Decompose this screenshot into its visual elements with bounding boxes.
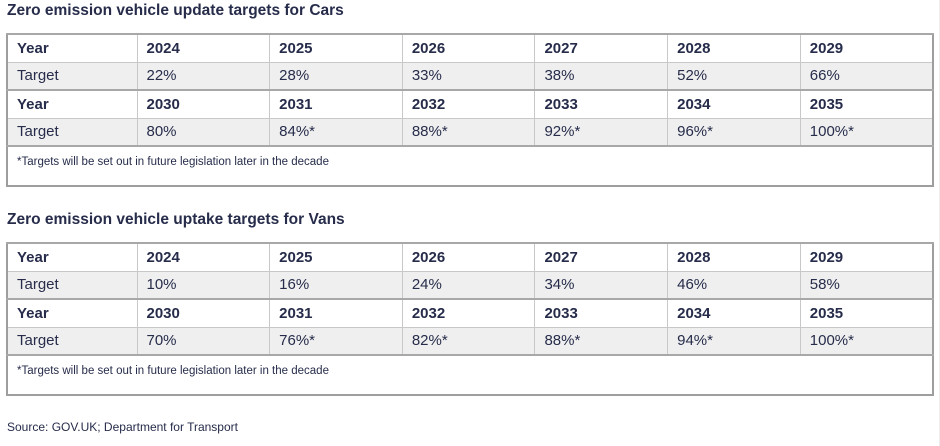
target-value-cell: 100%* [799,117,934,147]
target-value-cell: 96%* [667,117,801,147]
source-note: Source: GOV.UK; Department for Transport [7,420,238,434]
target-value-cell: 88%* [401,117,536,147]
target-value-cell: 22% [136,61,271,91]
target-row: Target 80% 84%* 88%* 92%* 96%* 100%* [6,117,934,147]
row-header-cell: Year [6,33,138,63]
year-cell: 2028 [667,33,801,63]
target-value-cell: 70% [136,326,271,356]
footnote-row: *Targets will be set out in future legis… [6,145,934,187]
year-row: Year 2024 2025 2026 2027 2028 2029 [6,242,934,272]
target-value-cell: 16% [269,270,403,300]
year-cell: 2030 [136,89,271,119]
target-value-cell: 28% [269,61,403,91]
row-header-cell: Target [6,326,138,356]
year-cell: 2027 [534,33,669,63]
row-header-cell: Year [6,298,138,328]
row-header-cell: Target [6,61,138,91]
footnote-cell: *Targets will be set out in future legis… [6,145,934,187]
year-cell: 2029 [799,33,934,63]
target-value-cell: 80% [136,117,271,147]
year-row: Year 2030 2031 2032 2033 2034 2035 [6,89,934,119]
target-value-cell: 88%* [534,326,669,356]
year-cell: 2034 [667,89,801,119]
target-row: Target 70% 76%* 82%* 88%* 94%* 100%* [6,326,934,356]
year-cell: 2027 [534,242,669,272]
row-header-cell: Target [6,117,138,147]
row-header-cell: Target [6,270,138,300]
year-cell: 2035 [799,298,934,328]
year-cell: 2032 [401,89,536,119]
target-value-cell: 10% [136,270,271,300]
target-value-cell: 38% [534,61,669,91]
cars-targets-section: Zero emission vehicle update targets for… [6,2,939,187]
year-cell: 2033 [534,89,669,119]
target-value-cell: 46% [667,270,801,300]
year-cell: 2025 [269,33,403,63]
target-value-cell: 94%* [667,326,801,356]
year-cell: 2030 [136,298,271,328]
footnote-row: *Targets will be set out in future legis… [6,354,934,396]
target-row: Target 22% 28% 33% 38% 52% 66% [6,61,934,91]
cars-table-title: Zero emission vehicle update targets for… [7,2,344,19]
year-row: Year 2024 2025 2026 2027 2028 2029 [6,33,934,63]
year-cell: 2032 [401,298,536,328]
target-value-cell: 76%* [269,326,403,356]
target-value-cell: 58% [799,270,934,300]
year-cell: 2031 [269,89,403,119]
target-value-cell: 82%* [401,326,536,356]
target-value-cell: 66% [799,61,934,91]
year-row: Year 2030 2031 2032 2033 2034 2035 [6,298,934,328]
target-value-cell: 52% [667,61,801,91]
row-header-cell: Year [6,89,138,119]
year-cell: 2033 [534,298,669,328]
year-cell: 2028 [667,242,801,272]
year-cell: 2031 [269,298,403,328]
vans-targets-section: Zero emission vehicle uptake targets for… [6,211,939,396]
year-cell: 2024 [136,33,271,63]
year-cell: 2024 [136,242,271,272]
footnote-cell: *Targets will be set out in future legis… [6,354,934,396]
year-cell: 2025 [269,242,403,272]
year-cell: 2034 [667,298,801,328]
vans-table-title: Zero emission vehicle uptake targets for… [7,211,345,228]
year-cell: 2035 [799,89,934,119]
target-value-cell: 24% [401,270,536,300]
target-value-cell: 92%* [534,117,669,147]
vans-targets-table: Year 2024 2025 2026 2027 2028 2029 Targe… [6,242,934,396]
target-row: Target 10% 16% 24% 34% 46% 58% [6,270,934,300]
row-header-cell: Year [6,242,138,272]
year-cell: 2026 [401,33,536,63]
target-value-cell: 84%* [269,117,403,147]
year-cell: 2026 [401,242,536,272]
cars-targets-table: Year 2024 2025 2026 2027 2028 2029 Targe… [6,33,934,187]
target-value-cell: 33% [401,61,536,91]
target-value-cell: 100%* [799,326,934,356]
year-cell: 2029 [799,242,934,272]
target-value-cell: 34% [534,270,669,300]
